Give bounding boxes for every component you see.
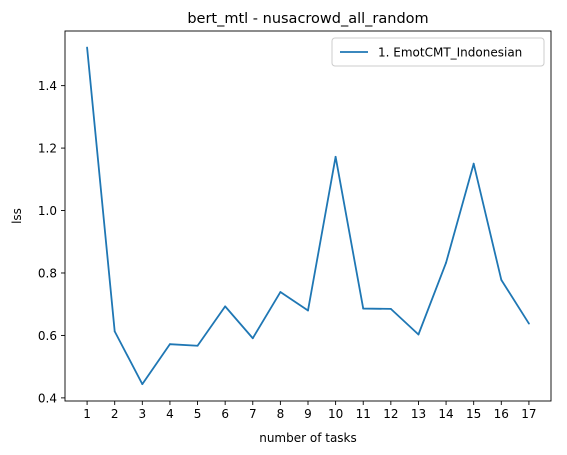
x-tick-label: 10 — [328, 407, 343, 421]
data-point — [362, 307, 365, 310]
x-axis-ticks: 1 2 3 4 5 6 7 8 9 10 11 12 13 14 15 16 17 — [83, 401, 537, 421]
data-point — [169, 343, 171, 346]
y-axis-ticks: 0.4 0.6 0.8 1.0 1.2 1.4 — [38, 79, 65, 405]
data-point — [251, 337, 254, 340]
x-tick-label: 11 — [356, 407, 371, 421]
y-tick-label: 1.2 — [38, 142, 57, 156]
x-tick-label: 14 — [438, 407, 453, 421]
x-tick-label: 17 — [521, 407, 536, 421]
data-point — [417, 333, 420, 336]
data-point — [279, 291, 282, 293]
x-tick-label: 3 — [138, 407, 146, 421]
x-tick-label: 1 — [83, 407, 91, 421]
data-point — [141, 383, 144, 386]
series-lines — [86, 46, 530, 386]
x-tick-label: 2 — [111, 407, 119, 421]
legend-box — [331, 37, 545, 67]
chart-title: bert_mtl - nusacrowd_all_random — [187, 11, 428, 27]
x-tick-label: 7 — [249, 407, 257, 421]
legend-label: 1. EmotCMT_Indonesian — [378, 46, 522, 60]
data-point — [86, 46, 88, 49]
data-point — [113, 330, 116, 333]
y-tick-label: 1.0 — [38, 204, 57, 218]
y-tick-label: 0.4 — [38, 391, 57, 405]
x-tick-label: 9 — [304, 407, 312, 421]
data-point — [472, 162, 475, 165]
data-point — [500, 278, 503, 281]
data-point — [528, 322, 530, 325]
x-tick-label: 4 — [166, 407, 174, 421]
x-tick-label: 13 — [411, 407, 426, 421]
x-tick-label: 16 — [494, 407, 509, 421]
x-axis-label: number of tasks — [259, 431, 357, 445]
plot-frame — [64, 30, 552, 402]
data-point — [445, 261, 447, 264]
x-tick-label: 8 — [277, 407, 285, 421]
data-point — [196, 344, 199, 347]
y-tick-label: 0.6 — [38, 329, 57, 343]
data-point — [307, 309, 309, 312]
x-tick-label: 15 — [466, 407, 481, 421]
data-point — [224, 305, 227, 308]
y-tick-label: 0.8 — [38, 266, 57, 280]
data-point — [389, 307, 392, 310]
x-tick-label: 12 — [383, 407, 398, 421]
y-tick-label: 1.4 — [38, 79, 57, 93]
legend: 1. EmotCMT_Indonesian — [331, 37, 545, 67]
plot-area — [65, 31, 551, 401]
data-point — [334, 155, 337, 158]
x-tick-label: 6 — [221, 407, 229, 421]
x-tick-label: 5 — [194, 407, 202, 421]
y-axis-label: lss — [10, 208, 24, 224]
